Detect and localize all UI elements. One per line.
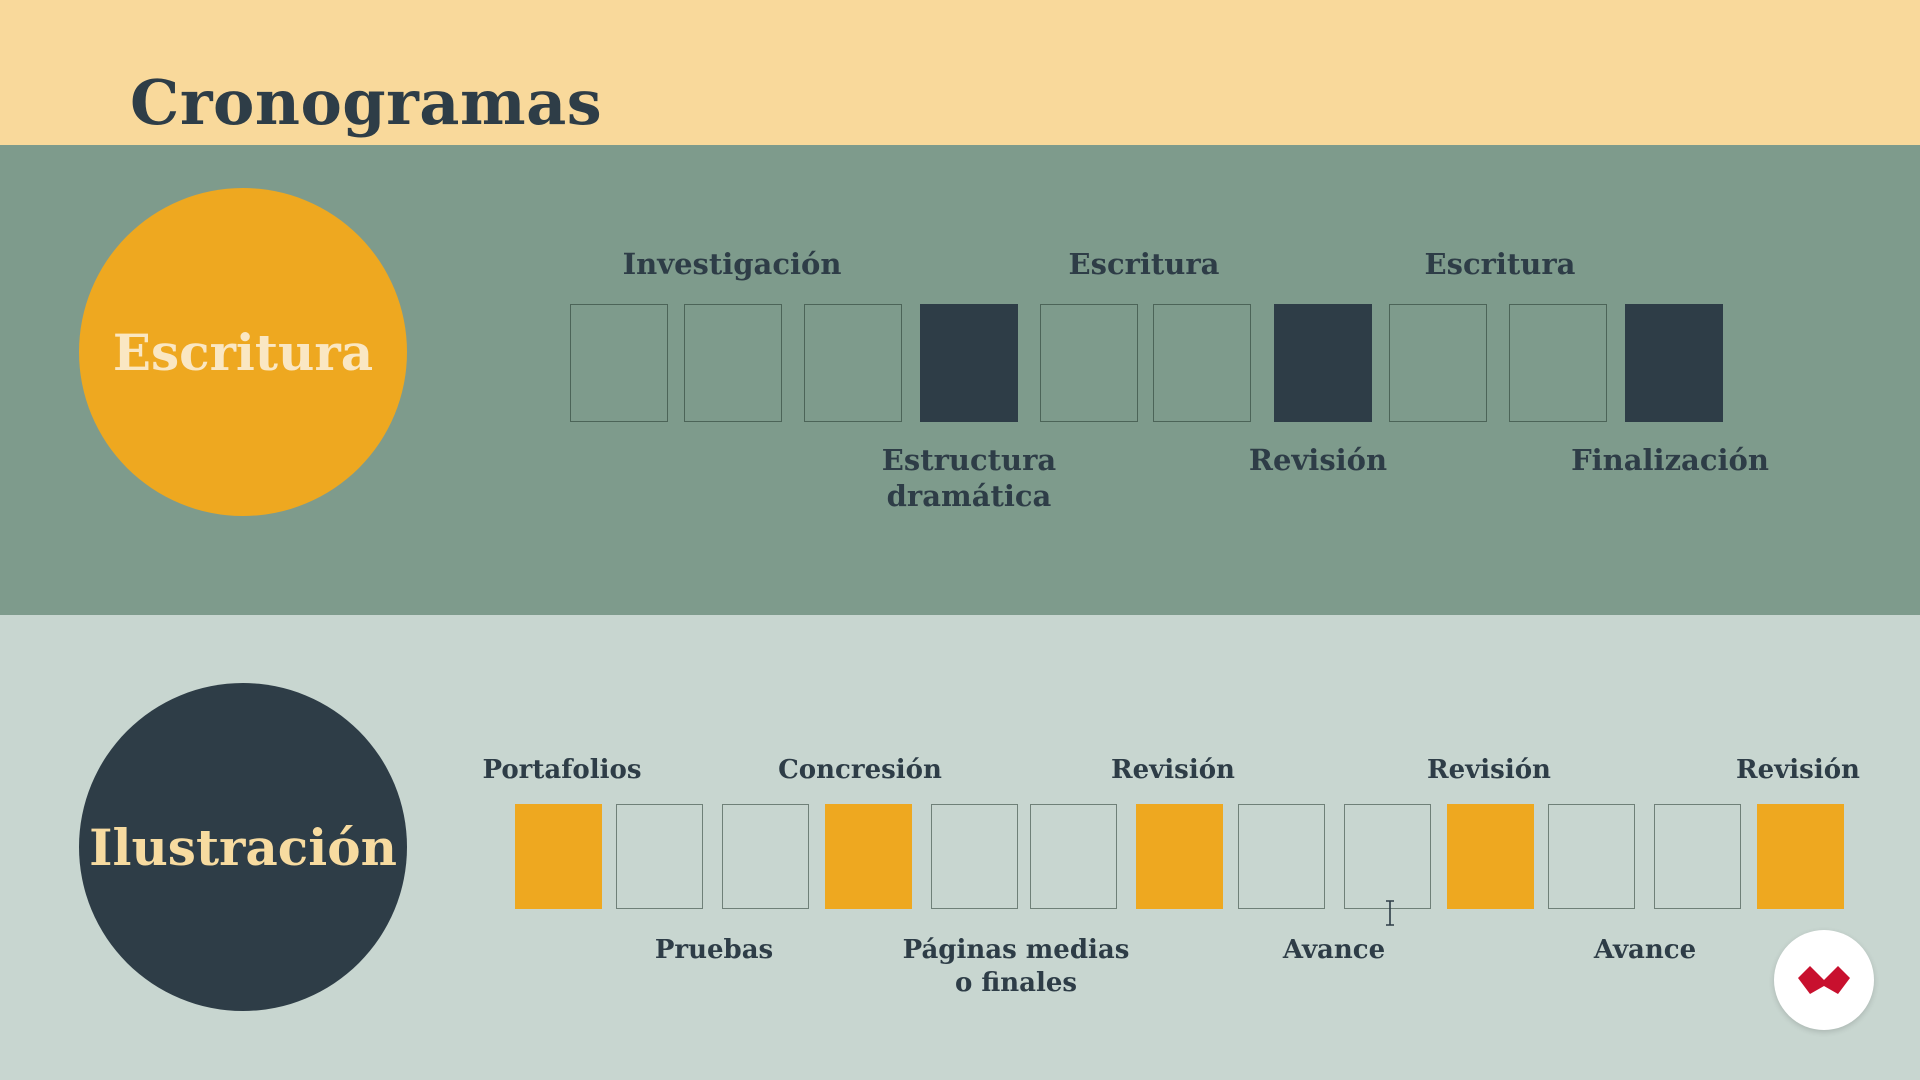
writing-timeline-cell (804, 304, 902, 422)
writing-label-below: Revisión (1248, 443, 1388, 477)
writing-timeline-cell (1625, 304, 1723, 422)
header-band (0, 0, 1920, 145)
illustration-label-below: Pruebas (654, 935, 774, 965)
illustration-timeline-cell (515, 804, 602, 909)
writing-timeline-cell (1040, 304, 1138, 422)
writing-timeline-cell (1389, 304, 1487, 422)
writing-circle-label: Escritura (112, 322, 374, 382)
illustration-timeline-cell (1548, 804, 1635, 909)
illustration-timeline-cell (1238, 804, 1325, 909)
writing-label-above: Escritura (1424, 247, 1576, 281)
illustration-label-below: Páginas medias o finales (902, 935, 1130, 998)
illustration-label-above: Portafolios (482, 755, 642, 785)
writing-timeline-cell (1153, 304, 1251, 422)
illustration-timeline-cell (616, 804, 703, 909)
illustration-label-below: Avance (1593, 935, 1697, 965)
illustration-circle: Ilustración (79, 683, 407, 1011)
illustration-timeline-cell (1344, 804, 1431, 909)
illustration-timeline-cell (1030, 804, 1117, 909)
illustration-timeline-cell (722, 804, 809, 909)
writing-timeline-cell (1274, 304, 1372, 422)
illustration-label-below: Avance (1282, 935, 1386, 965)
writing-label-below: Finalización (1571, 443, 1769, 477)
illustration-circle-label: Ilustración (89, 817, 397, 877)
illustration-label-above: Revisión (1111, 755, 1235, 785)
illustration-timeline-cell (1447, 804, 1534, 909)
writing-label-above: Investigación (622, 247, 842, 281)
illustration-label-above: Revisión (1736, 755, 1860, 785)
illustration-timeline-cell (825, 804, 912, 909)
illustration-timeline-cell (1654, 804, 1741, 909)
writing-timeline-cell (684, 304, 782, 422)
writing-timeline-cell (570, 304, 668, 422)
writing-timeline-cell (920, 304, 1018, 422)
text-cursor-icon (1386, 900, 1394, 926)
illustration-timeline-cell (1757, 804, 1844, 909)
illustration-label-above: Concresión (778, 755, 942, 785)
page-title: Cronogramas (130, 66, 603, 139)
writing-circle: Escritura (79, 188, 407, 516)
illustration-timeline-cell (1136, 804, 1223, 909)
illustration-timeline-cell (931, 804, 1018, 909)
writing-timeline-cell (1509, 304, 1607, 422)
illustration-label-above: Revisión (1427, 755, 1551, 785)
writing-label-above: Escritura (1068, 247, 1220, 281)
writing-label-below: Estructura dramática (881, 443, 1057, 514)
brand-logo-icon (1798, 966, 1850, 994)
brand-logo-badge[interactable] (1774, 930, 1874, 1030)
